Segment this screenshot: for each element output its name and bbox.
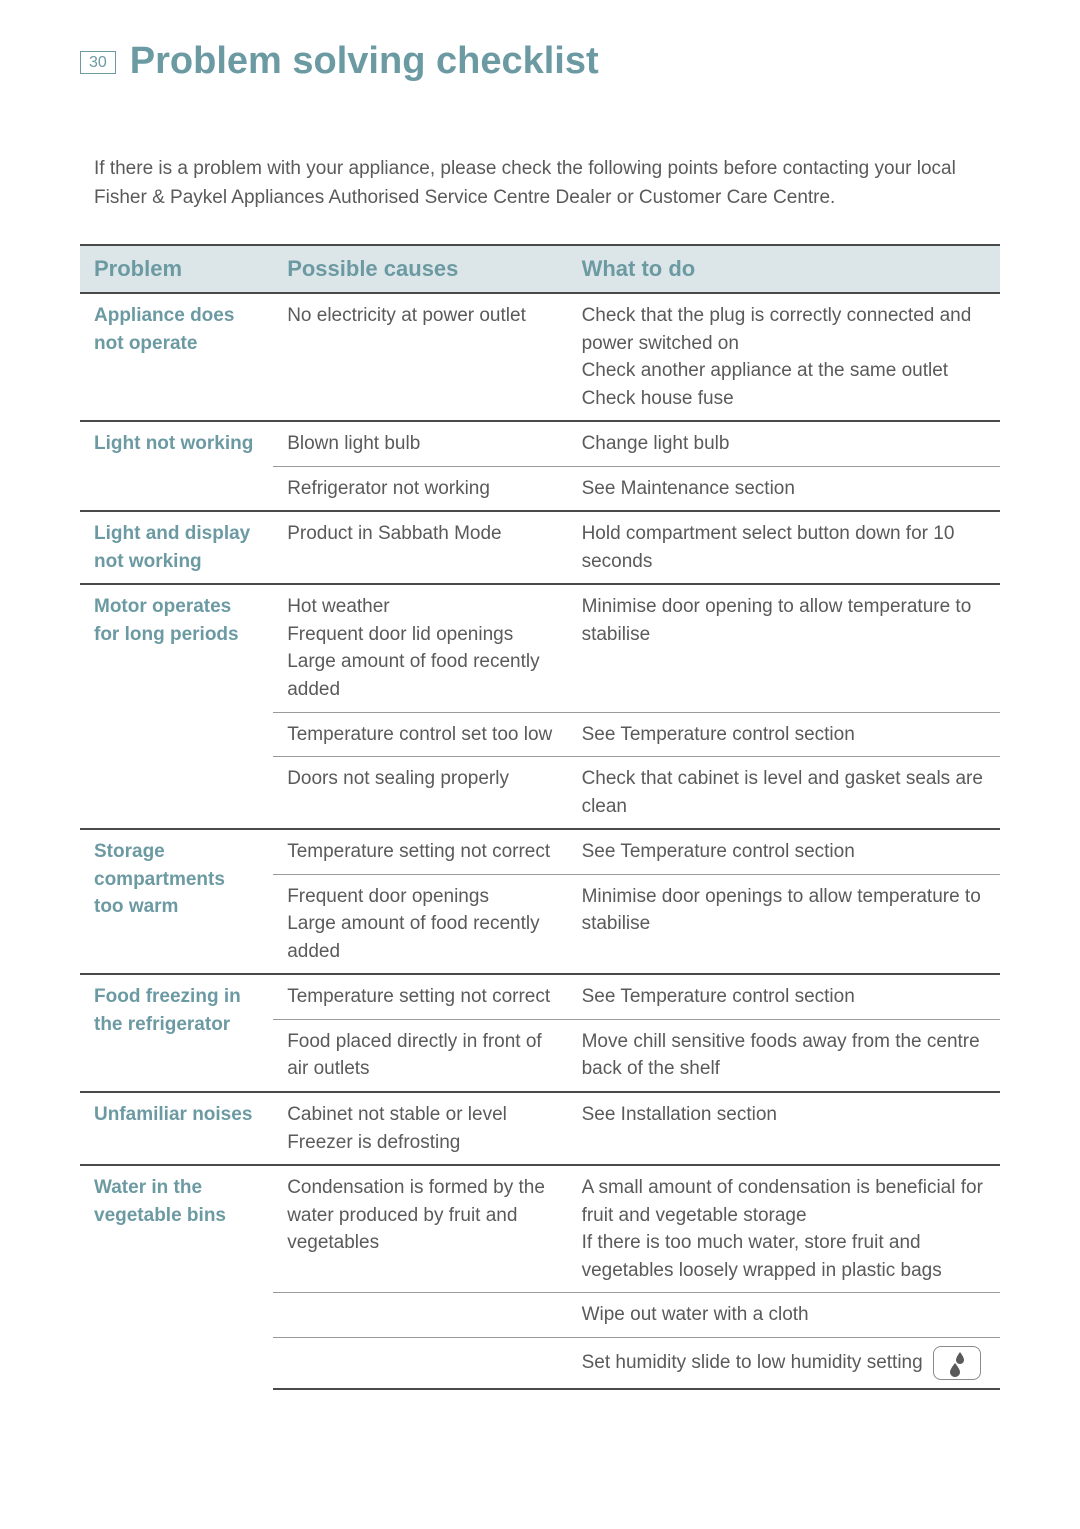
action-cell: Minimise door openings to allow temperat… <box>568 874 1000 974</box>
problem-cell: Unfamiliar noises <box>80 1092 273 1165</box>
action-cell: See Temperature control section <box>568 974 1000 1019</box>
table-row: Unfamiliar noisesCabinet not stable or l… <box>80 1092 1000 1165</box>
action-cell: See Maintenance section <box>568 466 1000 511</box>
table-row: Storage compartments too warmTemperature… <box>80 829 1000 874</box>
cause-cell: Condensation is formed by the water prod… <box>273 1165 567 1293</box>
action-cell: Hold compartment select button down for … <box>568 511 1000 584</box>
cause-cell <box>273 1337 567 1389</box>
intro-paragraph: If there is a problem with your applianc… <box>80 155 1000 212</box>
col-header-cause: Possible causes <box>273 245 567 293</box>
action-cell: A small amount of condensation is benefi… <box>568 1165 1000 1293</box>
table-row: Water in the vegetable binsCondensation … <box>80 1165 1000 1293</box>
cause-cell: Refrigerator not working <box>273 466 567 511</box>
table-row: Light not workingBlown light bulbChange … <box>80 421 1000 466</box>
problem-cell: Appliance does not operate <box>80 293 273 421</box>
table-row: Motor operates for long periodsHot weath… <box>80 584 1000 712</box>
cause-cell: Food placed directly in front of air out… <box>273 1019 567 1092</box>
action-cell: Check that the plug is correctly connect… <box>568 293 1000 421</box>
table-row: Food freezing in the refrigeratorTempera… <box>80 974 1000 1019</box>
action-cell: Move chill sensitive foods away from the… <box>568 1019 1000 1092</box>
col-header-problem: Problem <box>80 245 273 293</box>
humidity-low-icon <box>933 1346 981 1380</box>
problem-cell: Storage compartments too warm <box>80 829 273 974</box>
action-cell: See Temperature control section <box>568 829 1000 874</box>
action-cell: See Installation section <box>568 1092 1000 1165</box>
action-cell: Check that cabinet is level and gasket s… <box>568 757 1000 830</box>
cause-cell: Doors not sealing properly <box>273 757 567 830</box>
table-header-row: Problem Possible causes What to do <box>80 245 1000 293</box>
cause-cell: Temperature setting not correct <box>273 829 567 874</box>
troubleshooting-table: Problem Possible causes What to do Appli… <box>80 244 1000 1390</box>
action-cell: Set humidity slide to low humidity setti… <box>568 1337 1000 1389</box>
problem-cell: Motor operates for long periods <box>80 584 273 829</box>
problem-cell: Light and display not working <box>80 511 273 584</box>
page-header: 30 Problem solving checklist <box>80 40 1000 83</box>
manual-page: 30 Problem solving checklist If there is… <box>0 0 1080 1450</box>
cause-cell: Frequent door openingsLarge amount of fo… <box>273 874 567 974</box>
cause-cell: Blown light bulb <box>273 421 567 466</box>
action-cell: Minimise door opening to allow temperatu… <box>568 584 1000 712</box>
cause-cell: Product in Sabbath Mode <box>273 511 567 584</box>
problem-cell: Light not working <box>80 421 273 511</box>
col-header-action: What to do <box>568 245 1000 293</box>
cause-cell: Temperature control set too low <box>273 712 567 757</box>
action-cell: See Temperature control section <box>568 712 1000 757</box>
cause-cell: Cabinet not stable or levelFreezer is de… <box>273 1092 567 1165</box>
action-cell: Change light bulb <box>568 421 1000 466</box>
page-number-box: 30 <box>80 51 116 74</box>
cause-cell <box>273 1293 567 1338</box>
problem-cell: Food freezing in the refrigerator <box>80 974 273 1092</box>
cause-cell: Temperature setting not correct <box>273 974 567 1019</box>
page-title: Problem solving checklist <box>130 40 599 83</box>
action-cell: Wipe out water with a cloth <box>568 1293 1000 1338</box>
table-row: Light and display not workingProduct in … <box>80 511 1000 584</box>
table-row: Appliance does not operateNo electricity… <box>80 293 1000 421</box>
problem-cell: Water in the vegetable bins <box>80 1165 273 1389</box>
cause-cell: Hot weatherFrequent door lid openingsLar… <box>273 584 567 712</box>
cause-cell: No electricity at power outlet <box>273 293 567 421</box>
